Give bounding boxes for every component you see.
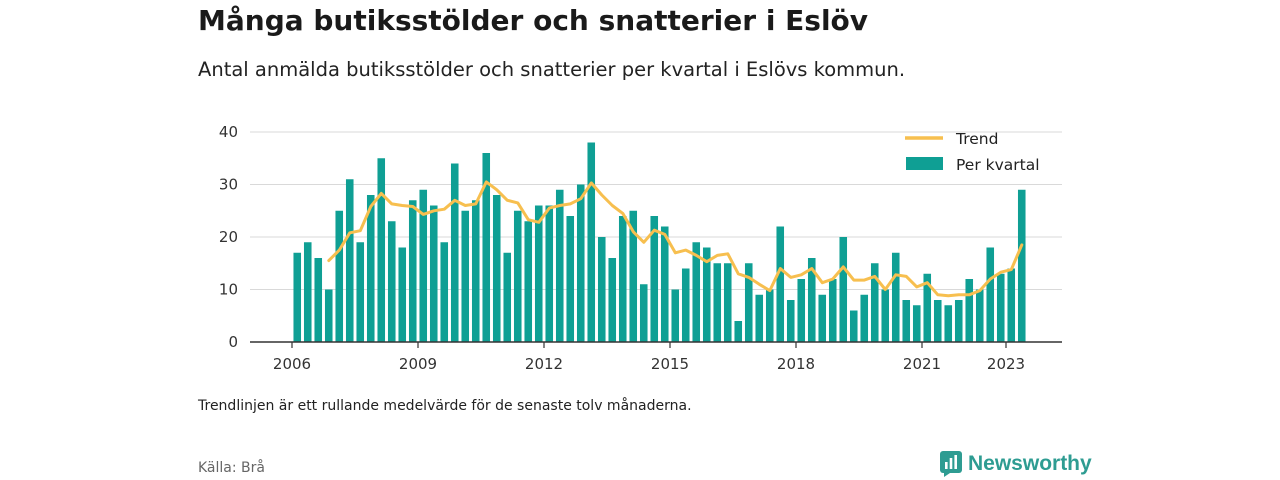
bar	[996, 273, 1005, 342]
bar	[681, 268, 690, 342]
legend-bar-label: Per kvartal	[956, 156, 1040, 174]
bar	[734, 321, 743, 342]
x-tick-label: 2023	[987, 355, 1025, 373]
bar	[314, 258, 323, 342]
y-tick-label: 20	[219, 228, 238, 246]
bar	[954, 300, 963, 342]
bar	[639, 284, 648, 342]
x-tick-label: 2018	[777, 355, 815, 373]
y-tick-label: 30	[219, 176, 238, 194]
bar	[818, 294, 827, 342]
bar	[513, 210, 522, 342]
bar	[870, 263, 879, 342]
bar	[965, 279, 974, 342]
legend-trend-label: Trend	[955, 130, 998, 148]
bar	[1017, 189, 1026, 342]
bar-chart: 0 10 20 30 40 2006 2009 2012 2015 2018 2021 2023 Tr…	[219, 123, 1062, 373]
y-tick-label: 0	[228, 333, 238, 351]
page-subtitle: Antal anmälda butiksstölder och snatteri…	[198, 58, 906, 81]
bar	[398, 247, 407, 342]
x-tick-label: 2015	[651, 355, 689, 373]
legend-bar-swatch	[906, 157, 943, 170]
bar	[807, 258, 816, 342]
bar	[408, 200, 417, 342]
bar	[650, 216, 659, 342]
bar	[440, 242, 449, 342]
bar	[849, 310, 858, 342]
bar	[356, 242, 365, 342]
bar	[881, 289, 890, 342]
bar	[366, 195, 375, 342]
bar	[891, 252, 900, 342]
bar	[524, 221, 533, 342]
y-tick-label: 10	[219, 281, 238, 299]
bar	[419, 189, 428, 342]
page-title: Många butiksstölder och snatterier i Esl…	[198, 4, 869, 37]
bar	[576, 184, 585, 342]
bar	[755, 294, 764, 342]
bar	[618, 216, 627, 342]
bar	[545, 205, 554, 342]
bar	[503, 252, 512, 342]
x-tick-label: 2021	[903, 355, 941, 373]
brand-name: Newsworthy	[968, 452, 1092, 475]
bar	[839, 237, 848, 342]
bar	[461, 210, 470, 342]
bars	[293, 142, 1026, 342]
bar	[566, 216, 575, 342]
source-label: Källa: Brå	[198, 460, 265, 476]
brand-logo[interactable]: Newsworthy	[940, 451, 1092, 477]
bar	[629, 210, 638, 342]
bar	[986, 247, 995, 342]
axes: 0 10 20 30 40 2006 2009 2012 2015 2018 2021 2023	[219, 123, 1062, 373]
bar	[471, 200, 480, 342]
x-tick-label: 2012	[525, 355, 563, 373]
bar	[587, 142, 596, 342]
bar	[345, 179, 354, 342]
bar	[303, 242, 312, 342]
bar	[608, 258, 617, 342]
bar	[660, 226, 669, 342]
bar	[776, 226, 785, 342]
bar	[377, 158, 386, 342]
bar	[797, 279, 806, 342]
bar	[923, 273, 932, 342]
bar	[713, 263, 722, 342]
legend: Trend Per kvartal	[905, 130, 1040, 174]
bar	[492, 195, 501, 342]
bar	[723, 263, 732, 342]
footnote: Trendlinjen är ett rullande medelvärde f…	[198, 398, 692, 414]
bar	[324, 289, 333, 342]
bar	[482, 153, 491, 342]
x-tick-label: 2006	[273, 355, 311, 373]
bar	[429, 205, 438, 342]
bar	[671, 289, 680, 342]
newsworthy-logo-icon	[940, 451, 962, 477]
bar	[335, 210, 344, 342]
bar	[765, 289, 774, 342]
bar	[828, 279, 837, 342]
bar	[692, 242, 701, 342]
bar	[902, 300, 911, 342]
bar	[450, 163, 459, 342]
trend-line	[327, 180, 1024, 298]
bar	[786, 300, 795, 342]
bar	[1007, 268, 1016, 342]
x-tick-label: 2009	[399, 355, 437, 373]
y-tick-label: 40	[219, 123, 238, 141]
bar	[534, 205, 543, 342]
bar	[912, 305, 921, 342]
bar	[744, 263, 753, 342]
bar	[702, 247, 711, 342]
bar	[944, 305, 953, 342]
bar	[555, 189, 564, 342]
bar	[387, 221, 396, 342]
bar	[293, 252, 302, 342]
bar	[860, 294, 869, 342]
bar	[975, 289, 984, 342]
bar	[597, 237, 606, 342]
bar	[933, 300, 942, 342]
